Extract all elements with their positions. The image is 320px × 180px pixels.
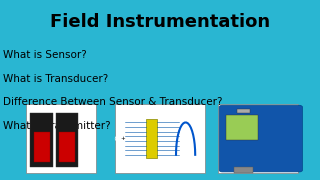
FancyBboxPatch shape <box>30 113 53 167</box>
FancyBboxPatch shape <box>218 104 298 173</box>
FancyBboxPatch shape <box>34 132 50 162</box>
FancyBboxPatch shape <box>226 115 258 140</box>
Text: What is Sensor?: What is Sensor? <box>3 50 87 60</box>
FancyBboxPatch shape <box>237 109 250 113</box>
FancyBboxPatch shape <box>234 167 253 173</box>
Text: +: + <box>121 136 125 141</box>
Text: What is Transducer?: What is Transducer? <box>3 74 108 84</box>
Text: Field Instrumentation: Field Instrumentation <box>50 13 270 31</box>
FancyBboxPatch shape <box>115 104 205 173</box>
FancyBboxPatch shape <box>146 119 157 158</box>
Text: Difference Between Sensor & Transducer?: Difference Between Sensor & Transducer? <box>3 97 223 107</box>
FancyBboxPatch shape <box>59 132 75 162</box>
FancyBboxPatch shape <box>56 113 78 167</box>
Text: What is Transmitter?: What is Transmitter? <box>3 121 111 131</box>
FancyBboxPatch shape <box>26 104 96 173</box>
FancyBboxPatch shape <box>219 105 302 172</box>
